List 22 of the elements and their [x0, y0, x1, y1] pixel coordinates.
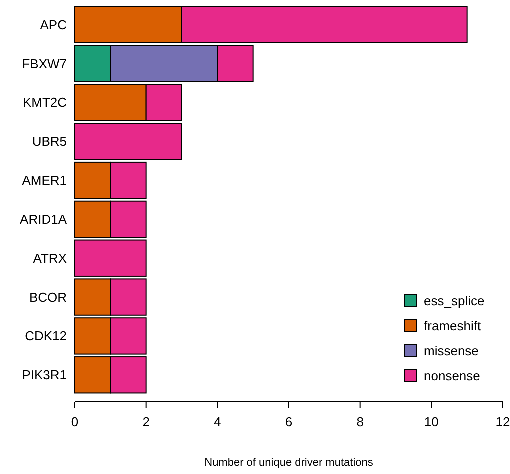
legend-label: frameshift: [424, 318, 482, 334]
y-tick-label: APC: [40, 17, 67, 32]
x-tick-label: 12: [496, 414, 510, 430]
y-tick-label: CDK12: [25, 328, 67, 344]
x-tick-label: 8: [356, 414, 364, 430]
y-tick-label: BCOR: [29, 290, 67, 305]
y-tick-label: ARID1A: [20, 212, 68, 227]
x-tick-label: 0: [71, 414, 79, 430]
y-tick-label: FBXW7: [22, 56, 67, 72]
y-tick-label: ATRX: [33, 250, 68, 266]
y-tick-label: UBR5: [32, 134, 67, 150]
y-tick-label: PIK3R1: [22, 368, 67, 383]
x-tick-label: 4: [214, 414, 222, 430]
x-tick-label: 10: [424, 414, 439, 430]
legend-label: nonsense: [424, 368, 480, 384]
x-tick-label: 6: [285, 414, 293, 430]
y-tick-label: AMER1: [22, 173, 67, 188]
x-axis-title: Number of unique driver mutations: [204, 457, 374, 469]
legend-label: missense: [424, 344, 479, 358]
x-tick-label: 2: [142, 414, 150, 430]
y-tick-label: KMT2C: [22, 95, 67, 110]
legend-label: ess_splice: [424, 294, 485, 308]
